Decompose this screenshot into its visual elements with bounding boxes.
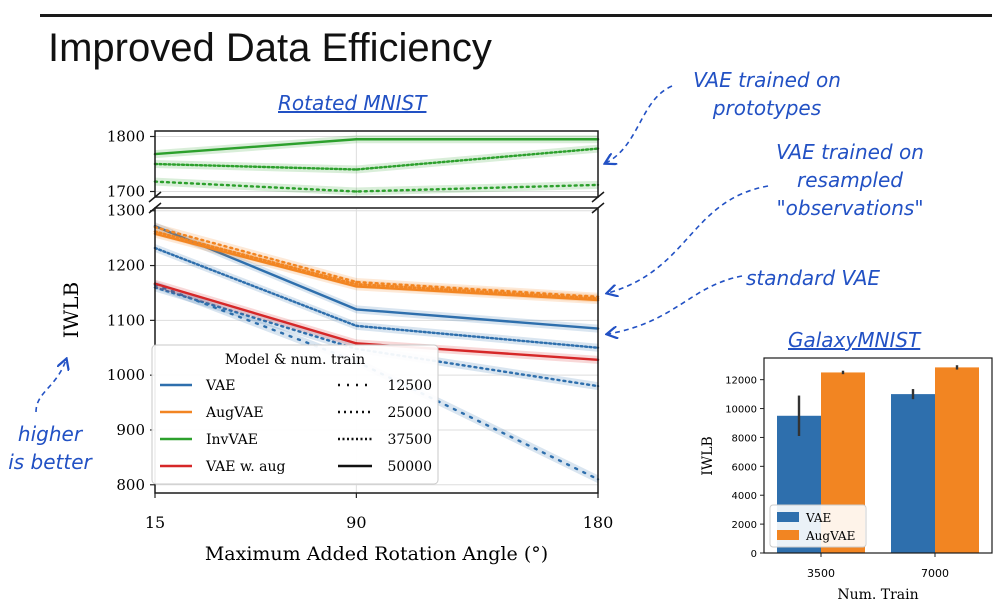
higher-better-line: higher — [17, 422, 83, 446]
plot-frame — [763, 357, 993, 554]
x-tick-label: 3500 — [807, 567, 835, 580]
slide-title: Improved Data Efficiency — [48, 26, 492, 70]
y-tick-label: 1800 — [107, 128, 145, 146]
prototypes-annotation: VAE trained on prototypes — [672, 66, 862, 122]
higher-better-line: is better — [8, 450, 92, 474]
prototypes-annotation-line: prototypes — [712, 96, 822, 120]
legend-swatch — [777, 512, 799, 522]
legend-title: Model & num. train — [225, 352, 365, 368]
confidence-band — [155, 135, 598, 159]
title-rule — [40, 14, 992, 17]
chart-legend: Model & num. train VAE AugVAE InvVAE VAE w. … — [151, 344, 439, 485]
legend-size-label: 12500 — [387, 378, 432, 394]
legend-size-label: 25000 — [387, 405, 432, 421]
x-tick-label: 7000 — [921, 567, 949, 580]
rotated-mnist-heading: Rotated MNIST — [278, 91, 427, 115]
resampled-annotation: VAE trained on resampled "observations" — [750, 138, 950, 222]
bar — [891, 394, 935, 553]
legend-model-label: InvVAE — [206, 432, 258, 448]
arrow-to-standard — [608, 275, 743, 334]
data-point — [355, 190, 358, 193]
legend-label: VAE — [805, 511, 831, 525]
legend-size-label: 37500 — [387, 432, 432, 448]
data-point — [355, 308, 358, 311]
resampled-annotation-line: VAE trained on — [776, 140, 924, 164]
axis-break-gap — [147, 198, 606, 207]
y-tick-label: 12000 — [725, 376, 757, 387]
y-tick-label: 1000 — [107, 366, 145, 384]
data-point — [355, 168, 358, 171]
data-point — [355, 324, 358, 328]
arrow-to-resampled — [608, 185, 769, 293]
y-tick-label: 4000 — [732, 491, 757, 502]
y-tick-label: 800 — [116, 476, 145, 494]
data-point — [355, 138, 358, 141]
y-tick-label: 6000 — [732, 462, 757, 473]
legend-model-label: VAE w. aug — [205, 459, 286, 475]
y-tick-label: 1300 — [107, 202, 145, 220]
legend-size-label: 50000 — [387, 459, 432, 475]
arrow-to-prototypes — [606, 85, 673, 163]
legend-model-label: AugVAE — [205, 405, 264, 421]
axis-break-mark — [591, 202, 605, 214]
y-tick-label: 8000 — [732, 433, 757, 444]
legend-box — [151, 344, 439, 485]
y-tick-label: 10000 — [725, 405, 757, 416]
series-line — [153, 180, 600, 193]
y-tick-label: 2000 — [732, 520, 757, 531]
axis-break-mark — [591, 191, 605, 203]
x-tick-label: 180 — [583, 513, 614, 532]
x-tick-label: 90 — [346, 513, 366, 532]
data-point — [355, 342, 358, 345]
y-tick-label: 1200 — [107, 257, 145, 275]
x-axis-label: Num. Train — [837, 587, 918, 603]
standard-vae-annotation: standard VAE — [746, 266, 881, 290]
bar — [935, 367, 979, 553]
data-point — [355, 280, 358, 284]
galaxy-mnist-heading: GalaxyMNIST — [788, 328, 921, 352]
axis-break-mark — [148, 191, 162, 203]
higher-better-annotation: higher is better — [0, 420, 100, 476]
y-tick-label: 0 — [751, 549, 757, 560]
x-axis-label: Maximum Added Rotation Angle (°) — [205, 543, 548, 565]
legend-swatch — [777, 530, 799, 540]
confidence-band — [155, 223, 598, 301]
y-tick-label: 1100 — [107, 311, 145, 329]
y-axis-label: IWLB — [59, 282, 83, 338]
axis-break-mark — [148, 202, 162, 214]
prototypes-annotation-line: VAE trained on — [693, 68, 841, 92]
y-axis-label: IWLB — [700, 436, 716, 476]
data-point — [355, 285, 358, 288]
confidence-band — [155, 177, 598, 196]
plot-frame — [154, 130, 599, 198]
resampled-annotation-line: resampled — [797, 168, 903, 192]
x-tick-label: 15 — [145, 513, 165, 532]
y-tick-label: 1700 — [107, 183, 145, 201]
chart-legend: VAE AugVAE — [769, 504, 867, 548]
legend-label: AugVAE — [805, 529, 855, 543]
legend-model-label: VAE — [205, 378, 236, 394]
y-tick-label: 900 — [116, 421, 145, 439]
confidence-band — [155, 244, 598, 352]
resampled-annotation-line: "observations" — [776, 196, 924, 220]
data-point — [355, 282, 358, 286]
